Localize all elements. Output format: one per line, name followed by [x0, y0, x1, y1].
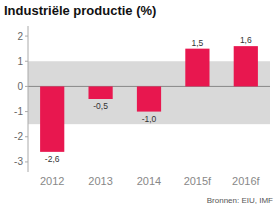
- title: Industriële productie (%): [4, 3, 156, 18]
- source: Bronnen: EIU, IMF: [207, 196, 273, 205]
- bar: [89, 86, 113, 99]
- y-tick-label: 1: [17, 56, 23, 67]
- data-label: -1,0: [142, 114, 157, 124]
- plot-area: [28, 46, 270, 152]
- bar: [40, 86, 64, 151]
- bar: [185, 49, 209, 87]
- bar: [234, 46, 258, 86]
- bar: [137, 86, 161, 111]
- data-label: 1,6: [240, 35, 252, 45]
- x-tick-label: 2012: [40, 175, 64, 187]
- x-tick-label: 2013: [88, 175, 112, 187]
- y-tick-label: 2: [17, 31, 23, 42]
- y-tick-label: -1: [14, 106, 23, 117]
- y-tick-label: -3: [14, 156, 23, 167]
- data-label: 1,5: [191, 38, 203, 48]
- data-label: -2,6: [45, 154, 60, 164]
- chart: Industriële productie (%) -3 -2 -1 0 1 2 -2,6 -0…: [0, 0, 276, 206]
- y-tick-label: 0: [17, 81, 23, 92]
- y-axis-line: [28, 26, 29, 172]
- data-label: -0,5: [93, 101, 108, 111]
- x-tick-label: 2015f: [184, 175, 212, 187]
- x-tick-label: 2014: [137, 175, 161, 187]
- x-tick-label: 2016f: [232, 175, 260, 187]
- y-tick-label: -2: [14, 131, 23, 142]
